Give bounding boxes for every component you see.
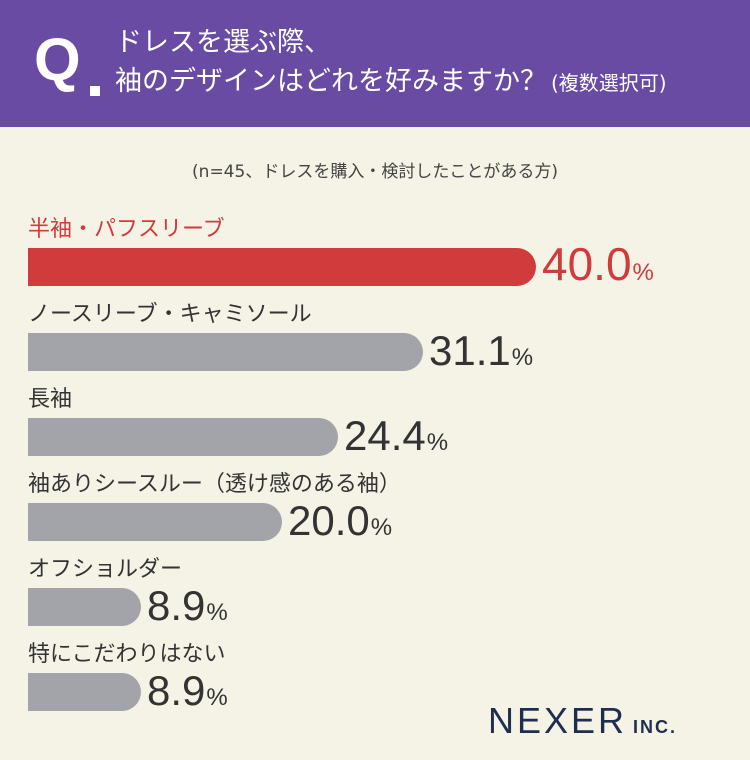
value-number: 8.9 bbox=[147, 582, 206, 629]
value-label: 24.4% bbox=[344, 414, 448, 458]
value-label: 8.9% bbox=[147, 584, 228, 628]
value-number: 20.0 bbox=[288, 497, 370, 544]
value-unit: % bbox=[370, 514, 393, 541]
bar bbox=[28, 673, 141, 711]
category-label: 袖ありシースルー（透け感のある袖） bbox=[28, 472, 401, 497]
bar bbox=[28, 333, 423, 371]
value-number: 24.4 bbox=[344, 412, 426, 459]
bar bbox=[28, 503, 282, 541]
value-label: 40.0% bbox=[542, 241, 654, 287]
category-label: 長袖 bbox=[28, 387, 73, 412]
value-unit: % bbox=[632, 259, 654, 286]
value-unit: % bbox=[426, 429, 449, 456]
category-label: 半袖・パフスリーブ bbox=[28, 217, 225, 242]
question-note: (複数選択可) bbox=[551, 71, 667, 95]
value-label: 20.0% bbox=[288, 499, 392, 543]
bar bbox=[28, 248, 536, 286]
bar bbox=[28, 588, 141, 626]
question-mark-dot bbox=[90, 86, 100, 96]
category-label: ノースリーブ・キャミソール bbox=[28, 302, 312, 327]
value-unit: % bbox=[206, 684, 228, 711]
value-number: 31.1 bbox=[429, 327, 511, 374]
nexer-logo: NEXER INC. bbox=[488, 700, 677, 742]
bar bbox=[28, 418, 338, 456]
value-unit: % bbox=[511, 344, 534, 371]
question-mark: Q bbox=[34, 26, 81, 93]
logo-sub-text: INC. bbox=[633, 717, 678, 737]
category-label: オフショルダー bbox=[28, 557, 183, 582]
question-text-line1: ドレスを選ぶ際、 bbox=[115, 27, 331, 58]
value-number: 40.0 bbox=[542, 238, 632, 290]
question-header: Q ドレスを選ぶ際、 袖のデザインはどれを好みますか？ (複数選択可) bbox=[0, 0, 750, 127]
question-text-line2: 袖のデザインはどれを好みますか？ (複数選択可) bbox=[115, 64, 667, 101]
value-label: 8.9% bbox=[147, 669, 228, 713]
value-unit: % bbox=[206, 599, 228, 626]
survey-note: (n=45、ドレスを購入・検討したことがある方) bbox=[192, 162, 558, 182]
value-number: 8.9 bbox=[147, 667, 206, 714]
question-text-line2-main: 袖のデザインはどれを好みますか？ bbox=[115, 66, 547, 97]
logo-main-text: NEXER bbox=[488, 700, 628, 741]
category-label: 特にこだわりはない bbox=[28, 642, 226, 667]
value-label: 31.1% bbox=[429, 329, 533, 373]
